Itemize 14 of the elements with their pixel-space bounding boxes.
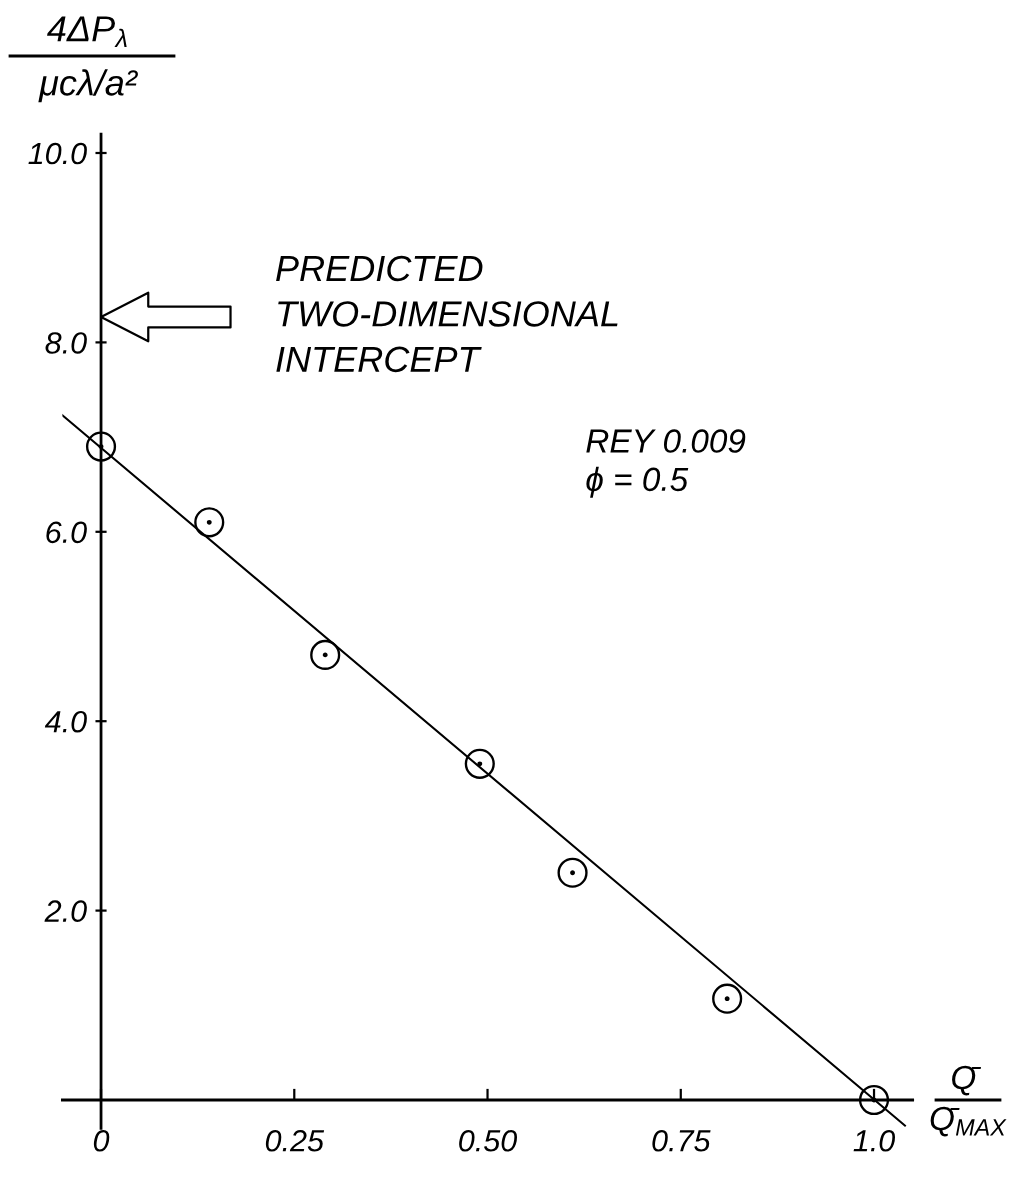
x-tick-label: 1.0	[853, 1129, 896, 1152]
y-axis-title: 4ΔP$_{λ}$ μcλ/a²	[38, 16, 138, 103]
x-tick-label: 0	[93, 1129, 110, 1152]
y-tick-label: 10.0	[28, 142, 87, 165]
annotation: REY 0.009 ϕ = 0.5	[586, 429, 746, 498]
annotation: PREDICTED TWO-DIMENSIONAL INTERCEPT	[276, 255, 618, 373]
x-tick-label: 0.25	[265, 1129, 325, 1152]
x-tick-label: 0.50	[459, 1129, 518, 1152]
y-tick-label: 8.0	[45, 332, 87, 354]
y-tick-label: 4.0	[44, 710, 87, 733]
y-tick-label: 2.0	[44, 900, 87, 922]
x-tick-label: 0.75	[652, 1129, 711, 1152]
y-tick-label: 6.0	[46, 521, 87, 544]
x-axis-title: Q̄ Q̄$_{MAX}$	[930, 1065, 1007, 1137]
